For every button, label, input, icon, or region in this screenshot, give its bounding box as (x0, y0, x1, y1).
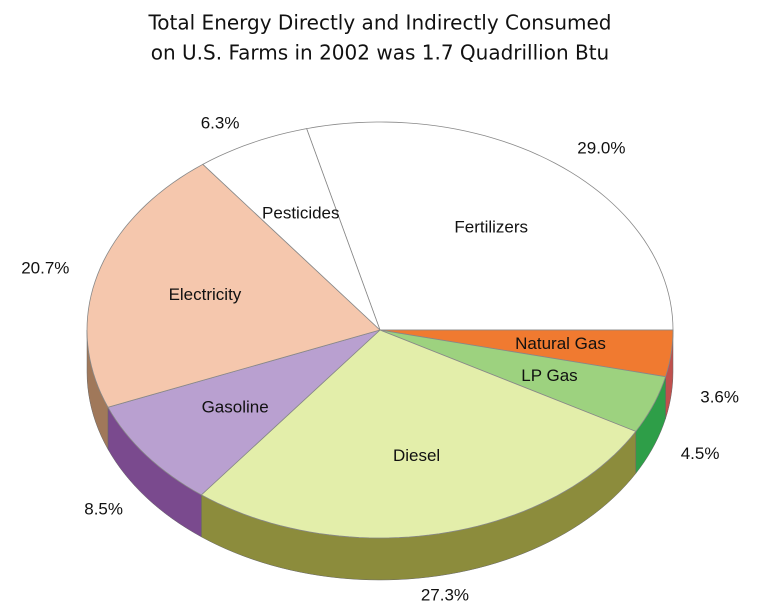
value-label: 27.3% (421, 586, 469, 605)
value-label: 20.7% (21, 258, 69, 277)
slice (200, 329, 637, 539)
value-label: 4.5% (681, 444, 720, 463)
value-label: 29.0% (577, 139, 625, 158)
slice (202, 128, 381, 331)
slice (107, 329, 381, 496)
chart-title: on U.S. Farms in 2002 was 1.7 Quadrillio… (151, 41, 609, 65)
slice-label: LP Gas (521, 366, 577, 385)
value-label: 3.6% (700, 387, 739, 406)
slice-label: Diesel (393, 446, 440, 465)
slice (306, 121, 674, 331)
slice-label: Pesticides (262, 203, 339, 222)
value-label: 8.5% (84, 500, 123, 519)
slice-label: Fertilizers (454, 218, 528, 237)
slice-label: Electricity (169, 285, 242, 304)
slice (86, 163, 381, 408)
value-label: 6.3% (201, 114, 240, 133)
slice-label: Natural Gas (515, 334, 606, 353)
slice-label: Gasoline (202, 397, 269, 416)
slice (379, 329, 667, 432)
chart-title: Total Energy Directly and Indirectly Con… (147, 11, 611, 35)
